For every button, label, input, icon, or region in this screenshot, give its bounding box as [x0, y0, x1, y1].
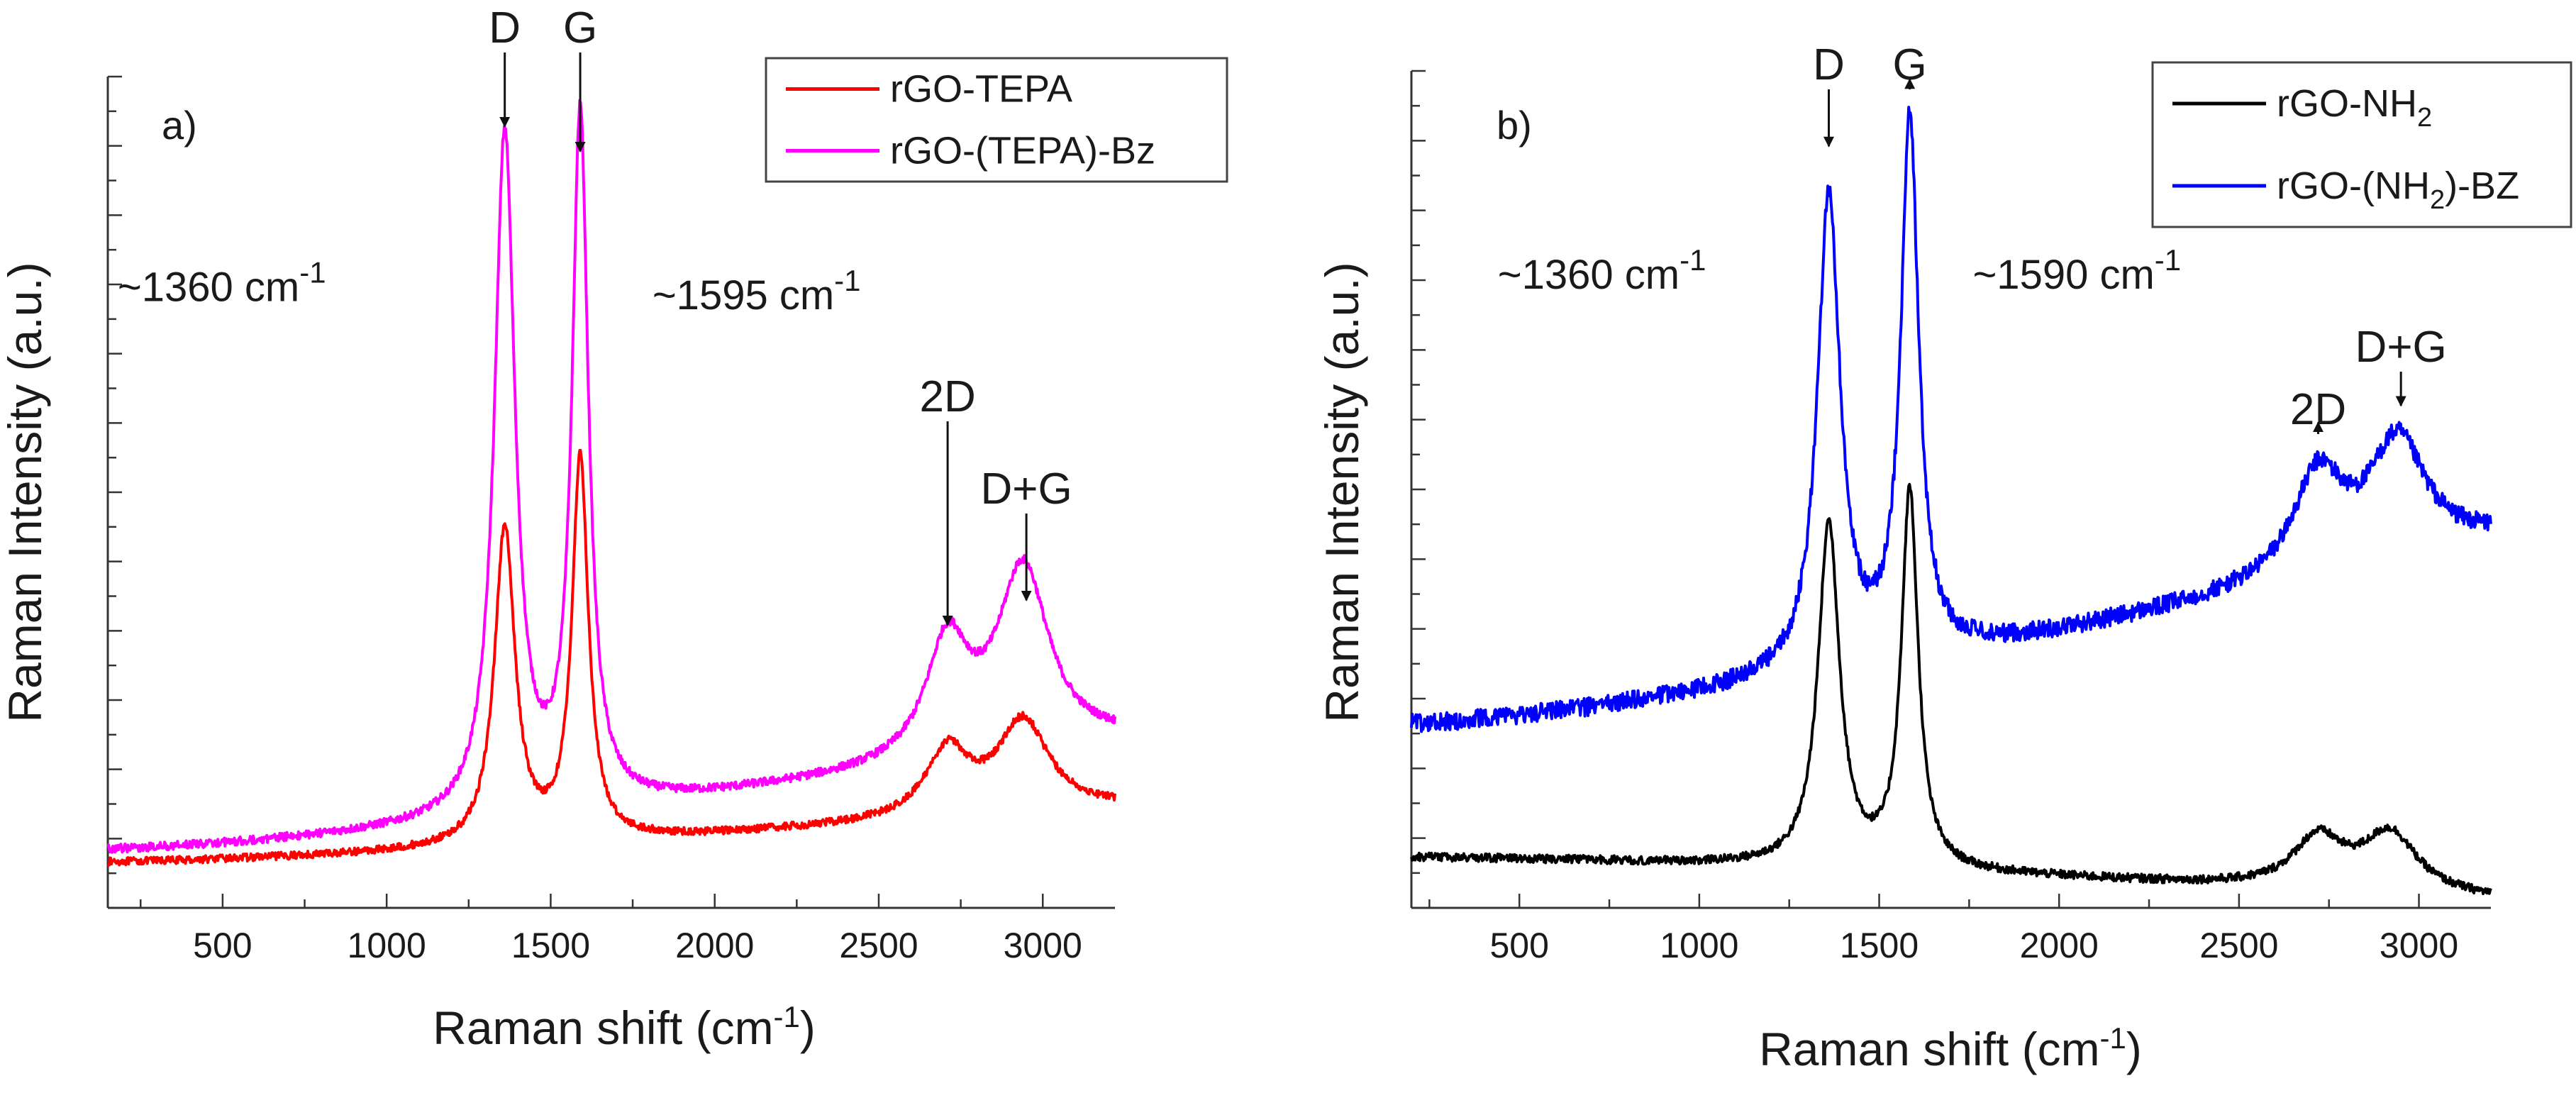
peak-position-sup: -1	[2155, 243, 2181, 277]
peak-position-text: ~1595 cm	[653, 272, 834, 318]
legend-box	[2151, 61, 2572, 228]
x-tick-label: 1500	[1840, 926, 1919, 965]
x-axis-title-end: )	[2126, 1023, 2142, 1075]
legend-entry-end: )-BZ	[2445, 165, 2519, 207]
legend-entry: rGO-(NH2)-BZ	[2277, 165, 2519, 215]
x-tick-label: 2000	[675, 926, 754, 965]
peak-label: G	[563, 4, 597, 52]
panel-label: a)	[162, 103, 197, 148]
x-tick-label: 1500	[511, 926, 590, 965]
legend-entry-sub: 2	[2417, 103, 2432, 133]
panel-label: b)	[1497, 103, 1532, 148]
peak-label: 2D	[919, 372, 975, 421]
legend-entry: rGO-NH2	[2277, 82, 2432, 133]
y-axis-title: Raman Intensity (a.u.)	[1316, 262, 1368, 722]
y-axis-title: Raman Intensity (a.u.)	[0, 262, 51, 722]
legend: rGO-TEPA rGO-(TEPA)-Bz	[765, 57, 1228, 183]
peak-position-sup: -1	[299, 255, 326, 289]
x-tick-label: 1000	[1660, 926, 1738, 965]
peak-label: D+G	[2355, 323, 2447, 372]
x-tick-label: 500	[193, 926, 252, 965]
x-axis-title: Raman shift (cm-1)	[1759, 1021, 2142, 1075]
legend-entry: rGO-(TEPA)-Bz	[890, 130, 1155, 172]
x-axis-title-sup: -1	[2100, 1021, 2126, 1055]
x-axis-title-end: )	[800, 1002, 816, 1054]
x-axis-title-text: Raman shift (cm	[433, 1002, 773, 1054]
series-line-0	[107, 448, 1116, 867]
x-tick-label: 2000	[2020, 926, 2099, 965]
series-line-1	[106, 99, 1116, 854]
x-tick-label: 3000	[2380, 926, 2458, 965]
legend-box	[765, 57, 1228, 183]
peak-position-sup: -1	[834, 264, 860, 297]
legend-entry-text: rGO-TEPA	[890, 68, 1072, 111]
x-axis-title: Raman shift (cm-1)	[433, 1000, 816, 1054]
legend-entry-text: rGO-NH	[2277, 82, 2417, 125]
x-tick-label: 1000	[348, 926, 426, 965]
series-line-0	[1410, 482, 2492, 895]
series-line-1	[1410, 106, 2492, 733]
legend-entry: rGO-TEPA	[890, 68, 1072, 111]
legend-entry-text: rGO-(TEPA)-Bz	[890, 130, 1155, 172]
x-tick-label: 3000	[1004, 926, 1082, 965]
legend-entry-text: rGO-(NH	[2277, 165, 2430, 207]
peak-label: D+G	[981, 465, 1072, 514]
peak-position-text: ~1360 cm	[118, 264, 299, 310]
x-axis-title-sup: -1	[774, 1000, 800, 1033]
x-tick-label: 500	[1489, 926, 1548, 965]
x-tick-label: 2500	[839, 926, 918, 965]
legend-entry-sub: 2	[2430, 185, 2445, 215]
peak-position-label: ~1590 cm-1	[1972, 243, 2181, 298]
x-tick-label: 2500	[2199, 926, 2278, 965]
peak-position-sup: -1	[1680, 243, 1706, 277]
peak-label: D	[489, 4, 521, 52]
peak-position-text: ~1360 cm	[1498, 252, 1680, 298]
x-axis-title-text: Raman shift (cm	[1759, 1023, 2099, 1075]
peak-position-label: ~1595 cm-1	[653, 264, 861, 318]
peak-position-label: ~1360 cm-1	[118, 255, 326, 310]
peak-position-label: ~1360 cm-1	[1498, 243, 1706, 298]
peak-position-text: ~1590 cm	[1972, 252, 2154, 298]
peak-label: D	[1813, 40, 1845, 89]
